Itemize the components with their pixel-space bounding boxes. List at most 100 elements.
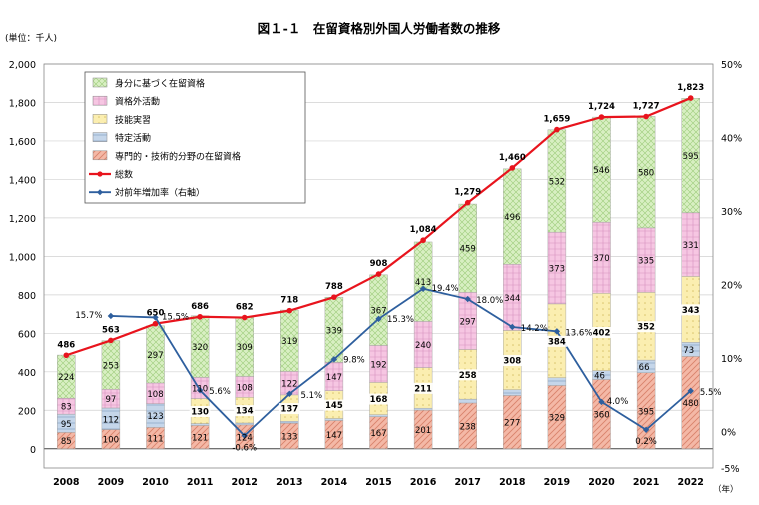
series-point: [553, 328, 561, 335]
y-tick-label: 0: [30, 445, 36, 456]
bar-segment: [458, 398, 477, 404]
bar-data-label: 308: [503, 357, 521, 367]
total-label: 563: [102, 325, 120, 335]
bar-data-label: 253: [103, 361, 119, 371]
bar-data-label: 108: [237, 383, 253, 393]
total-label: 486: [57, 340, 75, 350]
series-point: [196, 386, 204, 394]
legend-label: 身分に基づく在留資格: [115, 78, 205, 90]
series-point: [642, 426, 650, 434]
bar-data-label: 335: [638, 257, 654, 267]
series-point: [241, 314, 248, 321]
series-point: [286, 390, 293, 398]
y-tick-label: 2,000: [9, 60, 36, 71]
bar-data-label: 413: [415, 278, 431, 288]
growth-rate-label: 18.0%: [476, 296, 503, 306]
series-point: [108, 337, 114, 344]
x-tick-label: 2009: [98, 477, 124, 488]
x-tick-label: 2008: [53, 477, 80, 488]
bar-data-label: 123: [147, 412, 163, 422]
bar-data-label: 97: [105, 395, 116, 405]
growth-rate-label: 15.5%: [162, 312, 189, 322]
bar-data-label: 192: [370, 360, 386, 370]
bar-data-label: 277: [504, 419, 520, 429]
x-tick-label: 2022: [677, 477, 703, 488]
series-point: [509, 323, 516, 331]
total-label: 718: [280, 296, 298, 306]
growth-rate-label: 5.6%: [209, 387, 231, 397]
y2-tick-label: 10%: [721, 354, 742, 365]
y2-tick-label: -5%: [721, 464, 740, 475]
bar-data-label: 339: [326, 326, 342, 336]
series-point: [152, 320, 159, 327]
bar-data-label: 352: [637, 323, 655, 333]
bar-data-label: 402: [593, 328, 611, 338]
total-label: 1,659: [543, 115, 570, 125]
series-point: [63, 352, 70, 359]
series-point: [286, 307, 293, 314]
bar-data-label: 122: [281, 380, 297, 390]
bar-data-label: 580: [638, 169, 654, 179]
bar-data-label: 111: [147, 435, 163, 445]
bar-data-label: 532: [549, 177, 565, 187]
bar-data-label: 240: [415, 341, 431, 351]
bar-data-label: 496: [504, 213, 520, 223]
bar-data-label: 108: [147, 390, 163, 400]
bar-data-label: 343: [682, 306, 700, 316]
y2-tick-label: 40%: [721, 133, 742, 144]
bar-data-label: 168: [370, 395, 388, 405]
bar-data-label: 595: [683, 152, 699, 162]
legend-swatch: [92, 132, 108, 142]
growth-rate-label: 9.8%: [343, 355, 365, 365]
bar-data-label: 370: [593, 254, 609, 264]
bar-data-label: 137: [280, 405, 298, 415]
bar-data-label: 85: [61, 437, 72, 447]
bar-segment: [413, 407, 433, 411]
y-tick-label: 600: [18, 329, 36, 340]
growth-rate-label: 13.6%: [565, 328, 592, 338]
bar-data-label: 95: [61, 420, 72, 430]
bar-data-label: 130: [191, 408, 209, 418]
bar-data-label: 309: [237, 343, 253, 353]
total-label: 682: [236, 303, 254, 313]
y-tick-label: 200: [18, 406, 36, 417]
total-label: 1,460: [499, 153, 526, 163]
bar-segment: [547, 377, 567, 386]
total-label: 1,727: [633, 102, 660, 112]
series-point: [509, 165, 516, 171]
series-point: [375, 315, 382, 323]
legend-label: 技能実習: [115, 114, 151, 126]
growth-rate-label: -0.6%: [232, 444, 257, 454]
series-point: [643, 113, 649, 120]
legend-swatch: [92, 114, 108, 124]
bar-segment: [235, 422, 254, 426]
bar-segment: [280, 421, 299, 424]
bar-data-label: 238: [460, 422, 476, 432]
series-point: [330, 356, 338, 363]
bar-data-label: 133: [281, 432, 297, 442]
x-tick-label: 2020: [588, 477, 615, 488]
bar-data-label: 459: [460, 245, 476, 255]
bar-data-label: 258: [459, 371, 477, 381]
bar-data-label: 110: [192, 384, 208, 394]
x-tick-label: 2018: [499, 477, 526, 488]
total-label: 1,084: [410, 225, 437, 235]
growth-rate-label: 4.0%: [607, 397, 629, 407]
growth-rate-label: 14.2%: [521, 324, 548, 334]
bar-data-label: 112: [103, 415, 119, 425]
y-tick-label: 1,400: [9, 175, 36, 186]
growth-rate-label: 15.7%: [75, 311, 102, 321]
bar-data-label: 73: [683, 346, 694, 356]
total-label: 908: [370, 259, 388, 269]
legend-swatch: [92, 95, 108, 106]
total-label: 1,724: [588, 102, 615, 112]
bar-data-label: 384: [548, 337, 566, 347]
bar-data-label: 360: [593, 411, 609, 421]
y2-tick-label: 50%: [721, 60, 742, 71]
bar-data-label: 367: [370, 307, 386, 317]
bar-data-label: 145: [325, 401, 343, 411]
legend-marker: [97, 189, 103, 196]
total-label: 788: [325, 282, 343, 292]
